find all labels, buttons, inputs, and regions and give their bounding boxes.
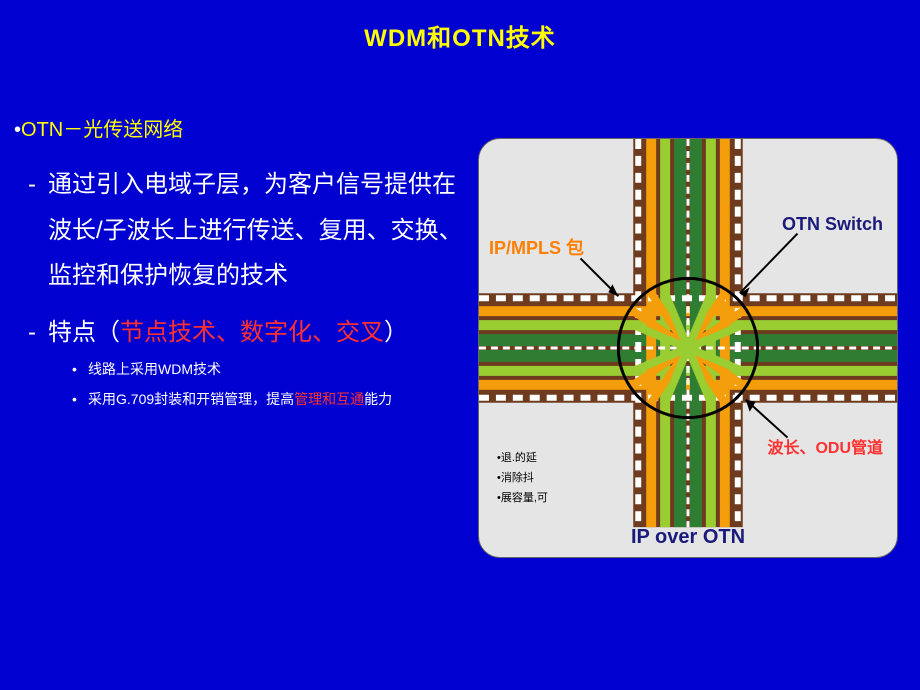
right-column: IP/MPLS 包 OTN Switch 波长、ODU管道 IP over OT… (470, 113, 910, 558)
bullet-marker: • (14, 119, 21, 141)
features-prefix: 特点（ (48, 319, 120, 346)
features-suffix: ） (384, 319, 408, 346)
features-highlight: 节点技术、数字化、交叉 (120, 319, 384, 346)
features-line: 特点（节点技术、数字化、交叉） (48, 313, 470, 354)
ipmpls-label: IP/MPLS 包 (489, 234, 584, 260)
otn-switch-label: OTN Switch (782, 214, 883, 235)
sub-bullet-description: 通过引入电域子层，为客户信号提供在波长/子波长上进行传送、复用、交换、监控和保护… (48, 162, 470, 299)
small-item-1: •退.的延 (497, 449, 548, 469)
main-bullet-text: OTN－光传送网络 (21, 119, 183, 141)
sub-bullet-1: 线路上采用WDM技术 (88, 354, 470, 385)
left-column: •OTN－光传送网络 通过引入电域子层，为客户信号提供在波长/子波长上进行传送、… (10, 113, 470, 558)
small-item-2: •消除抖 (497, 469, 548, 489)
content-area: •OTN－光传送网络 通过引入电域子层，为客户信号提供在波长/子波长上进行传送、… (0, 53, 920, 558)
slide-title: WDM和OTN技术 (0, 0, 920, 53)
ip-over-otn-label: IP over OTN (479, 526, 897, 549)
small-item-3: •展容量,可 (497, 489, 548, 509)
wavelength-label: 波长、ODU管道 (767, 434, 883, 458)
small-list: •退.的延 •消除抖 •展容量,可 (497, 449, 548, 508)
sub-bullet-2: 采用G.709封装和开销管理，提高管理和互通能力 (88, 384, 470, 415)
main-bullet: •OTN－光传送网络 (14, 113, 470, 142)
otn-diagram: IP/MPLS 包 OTN Switch 波长、ODU管道 IP over OT… (478, 138, 898, 558)
